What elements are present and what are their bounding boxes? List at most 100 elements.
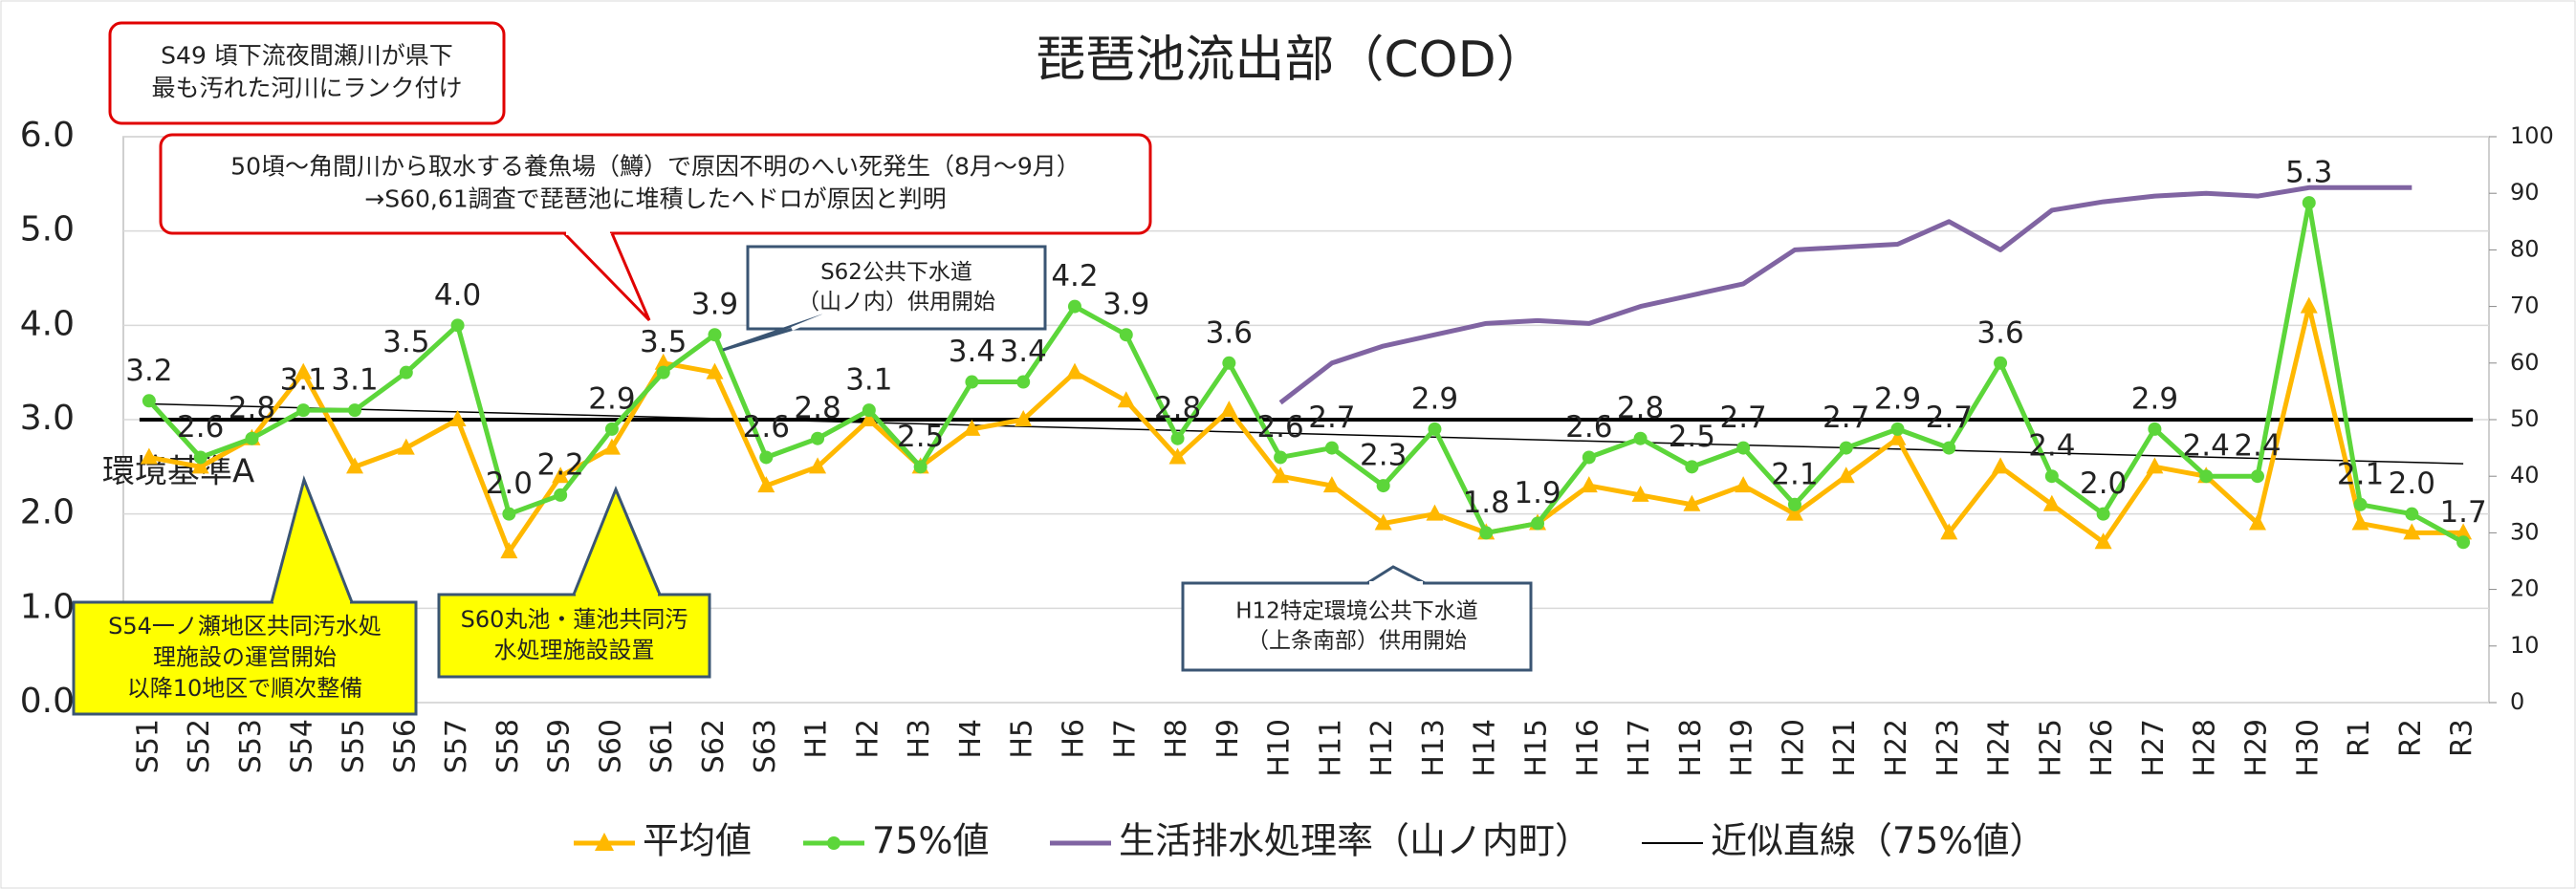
legend-marker (827, 836, 840, 850)
point (1580, 476, 1598, 493)
point (1890, 422, 1905, 436)
point (706, 362, 724, 379)
x-tick-label: H7 (1108, 719, 1142, 759)
data-label: 2.8 (794, 391, 840, 425)
callout: 50頃～角間川から取水する養魚場（鱒）で原因不明のへい死発生（8月～9月） →S6… (159, 133, 1152, 322)
data-label: 2.7 (1823, 401, 1869, 435)
series-line (1278, 184, 2412, 405)
x-tick-label: H23 (1932, 719, 1965, 777)
callout-joint (791, 314, 825, 331)
y-tick-label: 2.0 (20, 493, 75, 532)
y2-tick-label: 80 (2510, 235, 2540, 262)
series-line (148, 304, 2464, 554)
point (708, 328, 722, 342)
callout-box (159, 133, 1152, 235)
x-tick-label: S54 (286, 719, 319, 773)
x-tick-label: S62 (697, 719, 731, 773)
callout-pointer (1366, 565, 1426, 585)
data-label: 3.5 (640, 325, 687, 359)
point (1168, 447, 1187, 465)
data-label: 3.9 (1102, 288, 1149, 322)
data-label: 2.4 (2234, 429, 2281, 464)
point (1428, 422, 1442, 436)
data-label: 2.9 (2131, 381, 2178, 416)
data-label: 4.2 (1051, 259, 1098, 293)
point (1994, 356, 2008, 370)
x-tick-label: H1 (800, 719, 834, 759)
data-label: 1.9 (1514, 476, 1561, 510)
point (1220, 401, 1238, 418)
chart-title: 琵琶池流出部（COD） (1036, 32, 1545, 89)
point (1940, 523, 1958, 540)
point (1119, 328, 1133, 342)
point (2044, 469, 2059, 484)
point (500, 542, 518, 559)
point (450, 318, 465, 333)
point (809, 457, 827, 474)
point (554, 488, 568, 502)
point (1016, 375, 1031, 389)
x-tick-label: R2 (2394, 719, 2428, 757)
x-tick-label: H13 (1417, 719, 1451, 777)
data-label: 2.6 (743, 410, 790, 444)
x-tick-label: H30 (2291, 719, 2325, 777)
data-label: 1.7 (2439, 495, 2486, 530)
callout-box (72, 600, 418, 716)
point (1942, 441, 1956, 455)
x-tick-label: H22 (1880, 719, 1913, 777)
point (2146, 457, 2164, 474)
callout-text: 水処理施設設置 (494, 637, 655, 663)
point (2148, 422, 2162, 436)
x-tick-label: S60 (594, 719, 627, 773)
point (654, 353, 672, 370)
y-tick-label: 4.0 (20, 304, 75, 343)
callout-box (437, 593, 711, 679)
series-line (147, 200, 2465, 545)
point (2250, 469, 2264, 484)
x-tick-label: H27 (2137, 719, 2171, 777)
callout-text: （上条南部）供用開始 (1247, 629, 1467, 654)
callout-text: 最も汚れた河川にランク付け (151, 74, 462, 101)
x-tick-label: H3 (903, 719, 936, 759)
point (193, 450, 207, 465)
point (1631, 485, 1649, 502)
data-label: 2.0 (486, 466, 533, 501)
callout-pointer (722, 314, 823, 352)
data-label: 2.5 (897, 420, 944, 454)
point (1992, 457, 2010, 474)
callout-pointer (562, 231, 651, 322)
x-tick-label: H14 (1469, 719, 1502, 777)
point (1839, 441, 1853, 455)
data-label: 3.4 (949, 335, 995, 369)
data-label: 2.6 (1256, 410, 1303, 444)
data-label: 2.4 (2183, 429, 2230, 464)
x-tick-label: H26 (2085, 719, 2119, 777)
legend-marker (595, 833, 614, 851)
point (1067, 299, 1081, 314)
callout-text: S62公共下水道 (820, 260, 972, 285)
callout-text: 理施設の運営開始 (153, 644, 337, 671)
data-label: 3.1 (331, 363, 378, 398)
point (811, 431, 825, 445)
y2-tick-label: 90 (2510, 179, 2540, 206)
point (656, 365, 670, 379)
data-label: 2.9 (588, 381, 635, 416)
x-tick-label: H20 (1777, 719, 1810, 777)
x-tick-label: H10 (1263, 719, 1297, 777)
data-label: 2.5 (1669, 420, 1715, 454)
point (1426, 504, 1444, 521)
data-label: 3.2 (125, 354, 172, 388)
point (1531, 516, 1545, 531)
point (1065, 362, 1083, 379)
y2-tick-label: 20 (2510, 575, 2540, 602)
x-tick-label: H18 (1674, 719, 1708, 777)
data-label: 2.8 (1617, 391, 1664, 425)
point (1683, 494, 1701, 511)
point (965, 375, 979, 389)
point (1117, 391, 1135, 408)
data-label: 2.7 (1719, 401, 1766, 435)
point (1374, 513, 1392, 531)
